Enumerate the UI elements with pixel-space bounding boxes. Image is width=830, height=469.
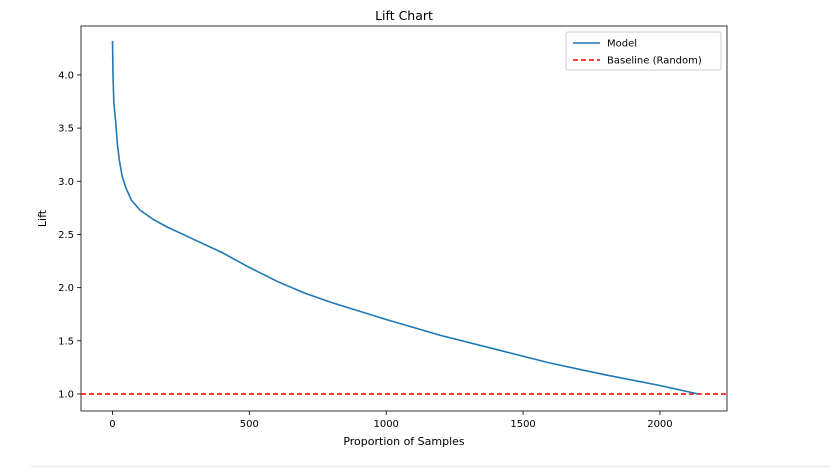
y-tick-label: 4.0 bbox=[58, 70, 74, 81]
x-axis-title: Proportion of Samples bbox=[343, 435, 465, 448]
x-axis-ticks: 0 500 1000 1500 2000 bbox=[109, 411, 673, 430]
x-tick-label: 1500 bbox=[510, 419, 535, 430]
legend-box bbox=[565, 31, 722, 71]
y-tick-label: 1.5 bbox=[58, 336, 74, 347]
model-line bbox=[111, 40, 699, 395]
chart-title: Lift Chart bbox=[375, 8, 433, 23]
y-axis-ticks: 1.0 1.5 2.0 2.5 3.0 3.5 4.0 bbox=[58, 70, 81, 400]
x-tick-label: 1000 bbox=[373, 419, 398, 430]
legend: Model Baseline (Random) bbox=[565, 31, 722, 71]
y-axis-title: Lift bbox=[36, 209, 49, 227]
x-tick-label: 500 bbox=[240, 419, 259, 430]
x-tick-label: 2000 bbox=[647, 419, 672, 430]
y-tick-label: 3.0 bbox=[58, 177, 74, 188]
legend-model-label: Model bbox=[607, 39, 637, 50]
plot-frame bbox=[80, 25, 728, 412]
legend-baseline-label: Baseline (Random) bbox=[607, 56, 702, 67]
y-tick-label: 2.0 bbox=[58, 283, 74, 294]
divider bbox=[30, 466, 830, 467]
plot-area bbox=[80, 25, 728, 412]
y-tick-label: 1.0 bbox=[58, 389, 74, 400]
x-tick-label: 0 bbox=[109, 419, 115, 430]
y-tick-label: 2.5 bbox=[58, 230, 74, 241]
y-tick-label: 3.5 bbox=[58, 124, 74, 135]
